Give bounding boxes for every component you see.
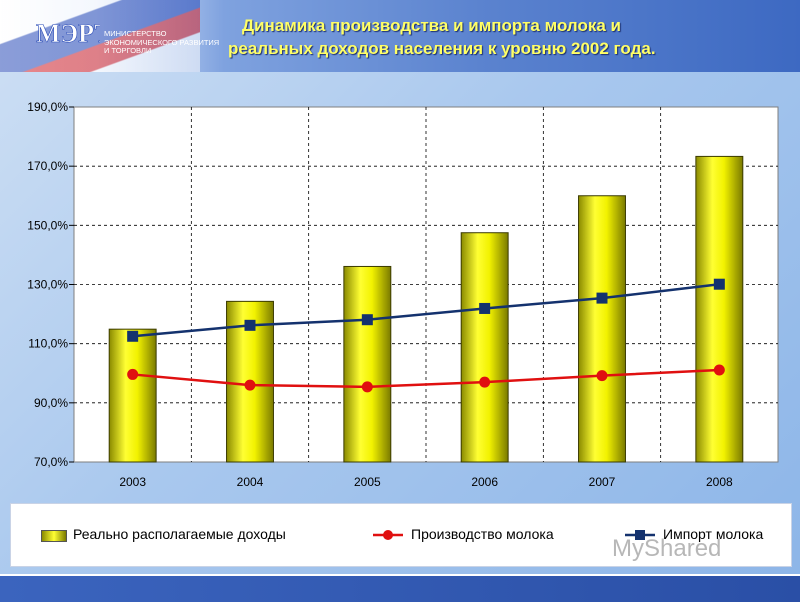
y-axis-ticks: 70,0% 90,0% 110,0% 130,0% 150,0% 170,0% 190,0% — [27, 100, 74, 469]
import-point — [244, 319, 256, 331]
title-line-2: реальных доходов населения к уровню 2002… — [228, 39, 656, 58]
bottom-bar — [0, 574, 800, 602]
x-tick-label: 2003 — [119, 475, 146, 489]
y-tick-label: 90,0% — [34, 396, 68, 410]
y-tick-label: 70,0% — [34, 455, 68, 469]
import-point — [713, 278, 725, 290]
x-tick-label: 2004 — [237, 475, 264, 489]
legend-label-income: Реально располагаемые доходы — [73, 526, 286, 542]
production-point — [479, 376, 491, 388]
line-series — [127, 278, 725, 393]
x-tick-label: 2005 — [354, 475, 381, 489]
legend-import-marker — [625, 530, 655, 540]
production-point — [713, 364, 725, 376]
logo-mark: МЭРТ — [36, 19, 100, 48]
legend-production-marker — [373, 530, 403, 540]
header-banner: МЭРТ МИНИСТЕРСТВО ЭКОНОМИЧЕСКОГО РАЗВИТИ… — [0, 0, 800, 72]
y-tick-label: 130,0% — [27, 278, 68, 292]
production-point — [244, 379, 256, 391]
import-point — [361, 314, 373, 326]
production-line — [132, 368, 720, 389]
grid-lines — [74, 107, 778, 462]
ministry-name: МИНИСТЕРСТВО ЭКОНОМИЧЕСКОГО РАЗВИТИЯ И Т… — [104, 29, 220, 56]
production-point — [127, 368, 139, 380]
legend-label-production: Производство молока — [411, 526, 554, 542]
watermark: MyShared — [612, 535, 722, 562]
income-bar — [108, 328, 157, 463]
x-tick-label: 2008 — [706, 475, 733, 489]
legend-bar-swatch — [41, 530, 67, 542]
ministry-logo: МЭРТ — [36, 19, 100, 49]
income-bar — [343, 265, 392, 463]
bar-series — [108, 155, 744, 463]
logo-line-2: ЭКОНОМИЧЕСКОГО РАЗВИТИЯ — [104, 37, 220, 47]
logo-line-3: И ТОРГОВЛИ — [104, 46, 152, 55]
import-point — [127, 330, 139, 342]
y-tick-label: 170,0% — [27, 159, 68, 173]
chart-plot: 70,0% 90,0% 110,0% 130,0% 150,0% 170,0% 190,0%… — [27, 100, 779, 489]
y-tick-label: 150,0% — [27, 218, 68, 232]
income-bar — [695, 155, 744, 463]
x-tick-label: 2007 — [589, 475, 616, 489]
page-title: Динамика производства и импорта молока и… — [228, 14, 788, 60]
logo-line-1: МИНИСТЕРСТВО — [104, 29, 167, 38]
title-line-1: Динамика производства и импорта молока и — [242, 16, 621, 35]
y-tick-label: 110,0% — [28, 337, 68, 351]
production-point — [361, 381, 373, 393]
income-bar — [460, 232, 509, 463]
x-axis-ticks: 2003 2004 2005 2006 2007 2008 — [119, 475, 733, 489]
import-line — [132, 282, 720, 338]
import-point — [596, 292, 608, 304]
flag-decoration — [0, 0, 200, 72]
income-bar — [578, 195, 626, 463]
legend-label-import: Импорт молока — [663, 526, 764, 542]
y-tick-label: 190,0% — [27, 100, 68, 114]
import-point — [479, 302, 491, 314]
x-tick-label: 2006 — [471, 475, 498, 489]
chart-legend: Реально располагаемые доходы Производств… — [10, 503, 792, 567]
production-point — [596, 370, 608, 382]
